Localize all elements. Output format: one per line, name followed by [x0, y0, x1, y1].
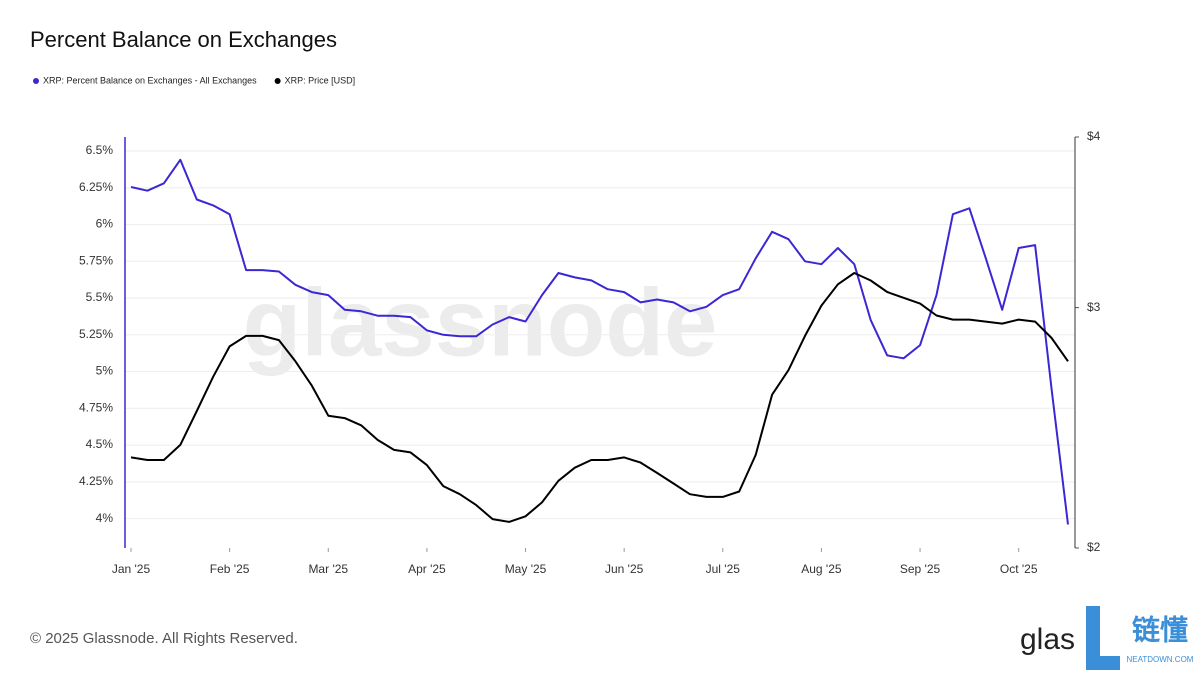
logo-mark: [1086, 606, 1120, 670]
x-tick-label: Sep '25: [900, 562, 941, 576]
footer: © 2025 Glassnode. All Rights Reserved.: [30, 630, 298, 647]
y-tick-label: 5%: [96, 364, 114, 378]
y-tick-label: 6.25%: [79, 180, 113, 194]
y-tick-label: 6%: [96, 217, 114, 231]
logo-brand: glas: [1020, 623, 1075, 656]
y-tick-label: 5.25%: [79, 327, 113, 341]
y-tick-label: 6.5%: [86, 143, 114, 157]
x-tick-label: Apr '25: [408, 562, 446, 576]
x-tick-label: Mar '25: [308, 562, 348, 576]
legend-swatch: [33, 78, 39, 84]
x-tick-label: Feb '25: [210, 562, 250, 576]
y-tick-label: 4.25%: [79, 474, 113, 488]
y2-tick-label: $4: [1087, 129, 1101, 143]
series-line: [130, 272, 1069, 523]
chart-title: Percent Balance on Exchanges: [30, 27, 337, 52]
x-tick-label: Jul '25: [706, 562, 741, 576]
y-tick-label: 4.75%: [79, 400, 113, 414]
y-tick-label: 5.5%: [86, 290, 114, 304]
y-tick-label: 4.5%: [86, 437, 114, 451]
legend-label: XRP: Percent Balance on Exchanges - All …: [43, 75, 257, 85]
logo-site: NEATDOWN.COM: [1127, 655, 1194, 664]
x-tick-label: Aug '25: [801, 562, 842, 576]
x-tick-label: Oct '25: [1000, 562, 1038, 576]
y2-tick-label: $3: [1087, 300, 1101, 314]
y2-tick-label: $2: [1087, 540, 1101, 554]
series-line: [130, 158, 1069, 525]
x-tick-label: May '25: [505, 562, 547, 576]
legend-swatch: [274, 78, 281, 84]
watermark: glassnode: [243, 269, 718, 376]
x-tick-label: Jun '25: [605, 562, 644, 576]
y-tick-label: 4%: [96, 511, 114, 525]
y-tick-label: 5.75%: [79, 253, 113, 267]
legend-label: XRP: Price [USD]: [285, 75, 356, 85]
logo-cn: 链懂: [1132, 614, 1188, 645]
x-tick-label: Jan '25: [112, 562, 151, 576]
